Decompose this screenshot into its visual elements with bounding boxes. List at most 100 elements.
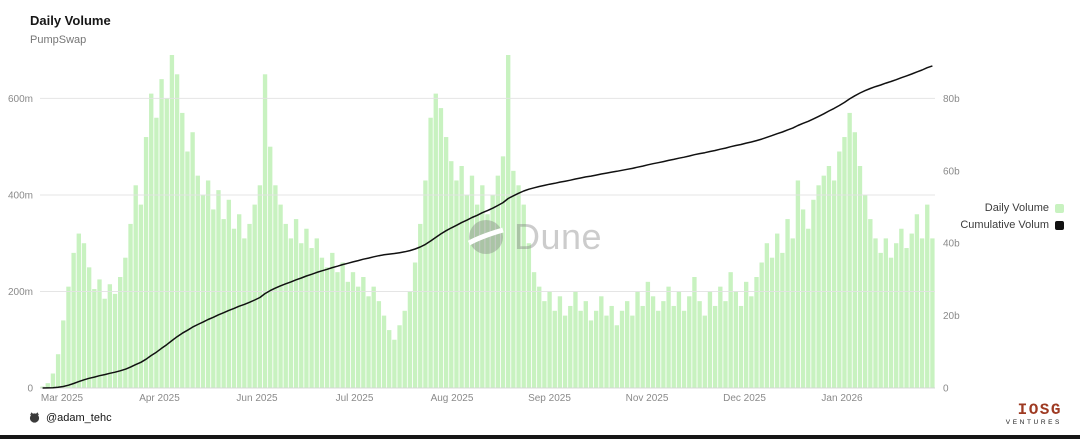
daily-volume-bar	[925, 204, 930, 388]
daily-volume-bar	[718, 286, 723, 388]
daily-volume-bar	[169, 55, 175, 388]
daily-volume-bar	[707, 291, 713, 388]
daily-volume-bar	[614, 325, 620, 388]
daily-volume-bar	[728, 272, 733, 388]
daily-volume-bar	[795, 180, 801, 388]
daily-volume-bar	[402, 310, 407, 388]
daily-volume-bar	[547, 291, 552, 388]
right-axis-tick: 80b	[943, 94, 960, 105]
daily-volume-bar	[857, 166, 863, 388]
x-axis-tick: Nov 2025	[626, 393, 669, 404]
daily-volume-bar	[883, 238, 889, 388]
x-axis-tick: Jul 2025	[336, 393, 374, 404]
chart-legend: Daily Volume Cumulative Volum	[960, 202, 1064, 231]
daily-volume-bar	[702, 315, 707, 388]
daily-volume-bar	[816, 185, 821, 388]
daily-volume-bar	[692, 277, 697, 388]
daily-volume-bar	[811, 199, 816, 388]
daily-volume-bar	[687, 296, 692, 388]
x-axis-tick: Aug 2025	[431, 393, 474, 404]
x-axis-tick: Jan 2026	[821, 393, 863, 404]
daily-volume-bar	[723, 301, 728, 388]
daily-volume-bar	[625, 301, 630, 388]
daily-volume-bar	[371, 286, 376, 388]
chart-header: Daily Volume PumpSwap	[30, 13, 111, 46]
daily-volume-bar	[806, 228, 811, 388]
daily-volume-bar	[361, 277, 366, 388]
daily-volume-bar	[133, 185, 138, 388]
daily-volume-bar	[283, 223, 288, 388]
daily-volume-bar	[324, 267, 330, 388]
daily-volume-bar	[273, 185, 278, 388]
daily-volume-bar	[407, 291, 413, 388]
daily-volume-bar	[314, 238, 319, 388]
daily-volume-bar	[826, 166, 832, 388]
daily-volume-bar	[226, 199, 232, 388]
daily-volume-bar	[438, 108, 444, 388]
daily-volume-bar	[268, 146, 273, 388]
daily-volume-bar	[185, 151, 190, 388]
author-attribution[interactable]: @adam_tehc	[28, 411, 112, 424]
daily-volume-bar	[531, 272, 537, 388]
daily-volume-bar	[790, 238, 795, 388]
daily-volume-bar	[293, 219, 299, 388]
daily-volume-bar	[195, 175, 200, 388]
daily-volume-bar	[599, 296, 604, 388]
daily-volume-bar	[81, 243, 87, 388]
daily-volume-bar	[899, 228, 904, 388]
daily-volume-bar	[635, 291, 640, 388]
daily-volume-bar	[904, 248, 909, 388]
daily-volume-bar	[588, 320, 594, 388]
daily-volume-bar	[480, 185, 485, 388]
daily-volume-bar	[211, 209, 216, 388]
cumulative-volume-swatch-icon	[1055, 220, 1064, 230]
daily-volume-bar	[205, 180, 211, 388]
daily-volume-bar	[919, 238, 925, 388]
x-axis-tick: Dec 2025	[723, 393, 766, 404]
daily-volume-bar	[537, 286, 542, 388]
x-axis-tick: Jun 2025	[236, 393, 278, 404]
daily-volume-bar	[257, 185, 263, 388]
daily-volume-bar	[604, 315, 609, 388]
daily-volume-bar	[749, 296, 754, 388]
daily-volume-bar	[433, 93, 438, 389]
daily-volume-bar	[821, 175, 826, 388]
daily-volume-bar	[578, 310, 583, 388]
legend-item-daily-volume[interactable]: Daily Volume	[985, 202, 1064, 214]
daily-volume-bar	[712, 305, 718, 388]
daily-volume-bar	[174, 74, 180, 389]
right-axis-tick: 20b	[943, 311, 960, 322]
daily-volume-bar	[355, 286, 361, 388]
daily-volume-bar	[216, 190, 221, 388]
daily-volume-bar	[837, 151, 842, 388]
daily-volume-bar	[914, 214, 920, 388]
daily-volume-bar	[785, 219, 790, 388]
daily-volume-bar	[593, 310, 599, 388]
daily-volume-bar	[485, 214, 490, 388]
legend-label: Cumulative Volum	[960, 219, 1049, 231]
daily-volume-bar	[180, 112, 185, 388]
daily-volume-bar	[309, 248, 314, 388]
daily-volume-bar	[552, 310, 557, 388]
daily-volume-bar	[780, 252, 785, 388]
daily-volume-bar	[506, 55, 511, 388]
daily-volume-bar	[775, 233, 780, 388]
daily-volume-bar	[138, 204, 144, 388]
legend-item-cumulative-volume[interactable]: Cumulative Volum	[960, 219, 1064, 231]
x-axis-tick: Mar 2025	[41, 393, 84, 404]
daily-volume-bar	[102, 298, 107, 388]
daily-volume-bar	[562, 315, 568, 388]
right-axis-tick: 0	[943, 384, 949, 395]
daily-volume-bar	[800, 209, 806, 388]
daily-volume-bar	[288, 238, 294, 388]
daily-volume-bar	[521, 204, 526, 388]
daily-volume-bar	[350, 272, 356, 388]
window-bottom-edge	[0, 435, 1080, 439]
daily-volume-bar	[262, 74, 268, 389]
daily-volume-bar	[681, 310, 687, 388]
daily-volume-bar	[542, 301, 547, 388]
daily-volume-bar	[671, 305, 676, 388]
daily-volume-bar	[443, 137, 449, 388]
left-axis-tick: 600m	[8, 94, 33, 105]
